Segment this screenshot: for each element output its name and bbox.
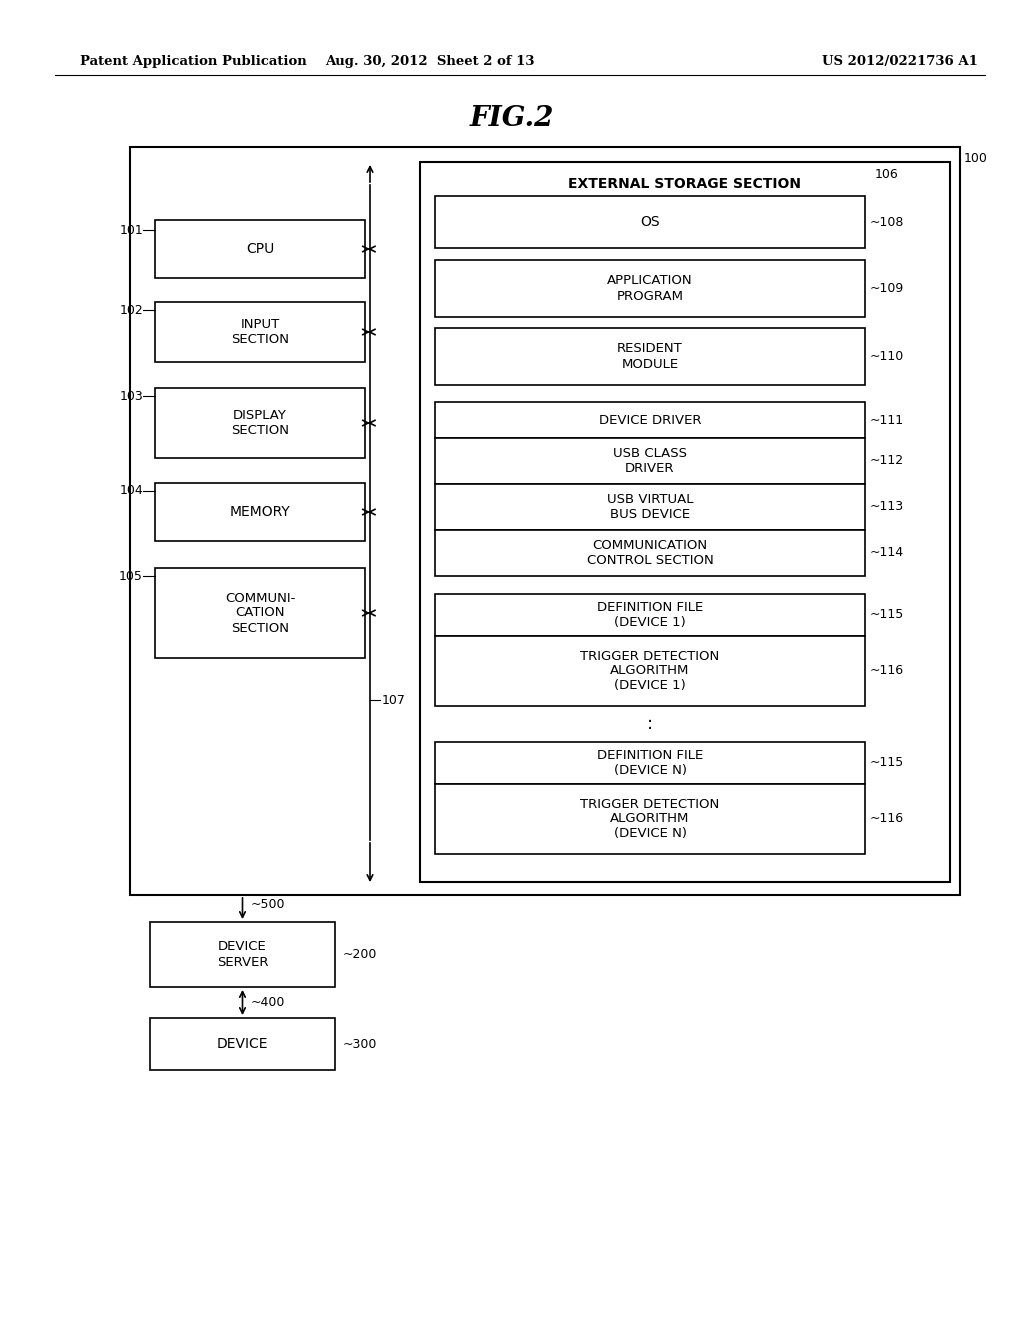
Text: :: : (647, 715, 653, 733)
Text: 105: 105 (119, 569, 143, 582)
Text: 103: 103 (119, 389, 143, 403)
Bar (420, 162, 950, 882)
Text: 101: 101 (119, 223, 143, 236)
Text: RESIDENT
MODULE: RESIDENT MODULE (617, 342, 683, 371)
Text: COMMUNICATION
CONTROL SECTION: COMMUNICATION CONTROL SECTION (587, 539, 714, 568)
Text: 104: 104 (119, 484, 143, 498)
Text: ~110: ~110 (870, 350, 904, 363)
Text: ~112: ~112 (870, 454, 904, 467)
Bar (435, 260, 865, 317)
Bar (155, 220, 365, 279)
Text: USB VIRTUAL
BUS DEVICE: USB VIRTUAL BUS DEVICE (607, 492, 693, 521)
Bar (435, 594, 865, 636)
Text: 106: 106 (874, 169, 899, 181)
Text: DISPLAY
SECTION: DISPLAY SECTION (231, 409, 289, 437)
Text: COMMUNI-
CATION
SECTION: COMMUNI- CATION SECTION (225, 591, 295, 635)
Text: FIG.2: FIG.2 (470, 104, 554, 132)
Text: ~111: ~111 (870, 413, 904, 426)
Text: Patent Application Publication: Patent Application Publication (80, 55, 307, 69)
Text: ~116: ~116 (870, 813, 904, 825)
Text: ~300: ~300 (343, 1038, 378, 1051)
Bar (435, 531, 865, 576)
Bar (155, 568, 365, 657)
Bar (435, 636, 865, 706)
Bar (435, 195, 865, 248)
Text: ~114: ~114 (870, 546, 904, 560)
Text: CPU: CPU (246, 242, 274, 256)
Text: US 2012/0221736 A1: US 2012/0221736 A1 (822, 55, 978, 69)
Text: 102: 102 (119, 304, 143, 317)
Text: INPUT
SECTION: INPUT SECTION (231, 318, 289, 346)
Bar (435, 438, 865, 484)
Text: ~113: ~113 (870, 500, 904, 513)
Text: DEVICE: DEVICE (217, 1038, 268, 1051)
Bar (150, 921, 335, 987)
Bar (150, 1018, 335, 1071)
Text: DEVICE
SERVER: DEVICE SERVER (217, 940, 268, 969)
Bar (435, 403, 865, 438)
Text: OS: OS (640, 215, 659, 228)
Text: ~109: ~109 (870, 282, 904, 294)
Text: DEVICE DRIVER: DEVICE DRIVER (599, 413, 701, 426)
Text: ~108: ~108 (870, 215, 904, 228)
Text: DEFINITION FILE
(DEVICE N): DEFINITION FILE (DEVICE N) (597, 748, 703, 777)
Bar (155, 302, 365, 362)
Text: Aug. 30, 2012  Sheet 2 of 13: Aug. 30, 2012 Sheet 2 of 13 (326, 55, 535, 69)
Bar (130, 147, 961, 895)
Text: 107: 107 (382, 693, 406, 706)
Bar (435, 784, 865, 854)
Text: ~500: ~500 (251, 899, 285, 912)
Text: USB CLASS
DRIVER: USB CLASS DRIVER (613, 447, 687, 475)
Text: ~116: ~116 (870, 664, 904, 677)
Text: TRIGGER DETECTION
ALGORITHM
(DEVICE 1): TRIGGER DETECTION ALGORITHM (DEVICE 1) (581, 649, 720, 693)
Text: ~115: ~115 (870, 756, 904, 770)
Text: ~400: ~400 (251, 997, 285, 1008)
Text: 100: 100 (964, 153, 988, 165)
Bar (435, 484, 865, 531)
Text: ~200: ~200 (343, 948, 378, 961)
Text: EXTERNAL STORAGE SECTION: EXTERNAL STORAGE SECTION (568, 177, 802, 191)
Text: APPLICATION
PROGRAM: APPLICATION PROGRAM (607, 275, 693, 302)
Text: ~115: ~115 (870, 609, 904, 622)
Text: TRIGGER DETECTION
ALGORITHM
(DEVICE N): TRIGGER DETECTION ALGORITHM (DEVICE N) (581, 797, 720, 841)
Bar (155, 483, 365, 541)
Text: DEFINITION FILE
(DEVICE 1): DEFINITION FILE (DEVICE 1) (597, 601, 703, 630)
Text: MEMORY: MEMORY (229, 506, 291, 519)
Bar (155, 388, 365, 458)
Bar (435, 742, 865, 784)
Bar (435, 327, 865, 385)
